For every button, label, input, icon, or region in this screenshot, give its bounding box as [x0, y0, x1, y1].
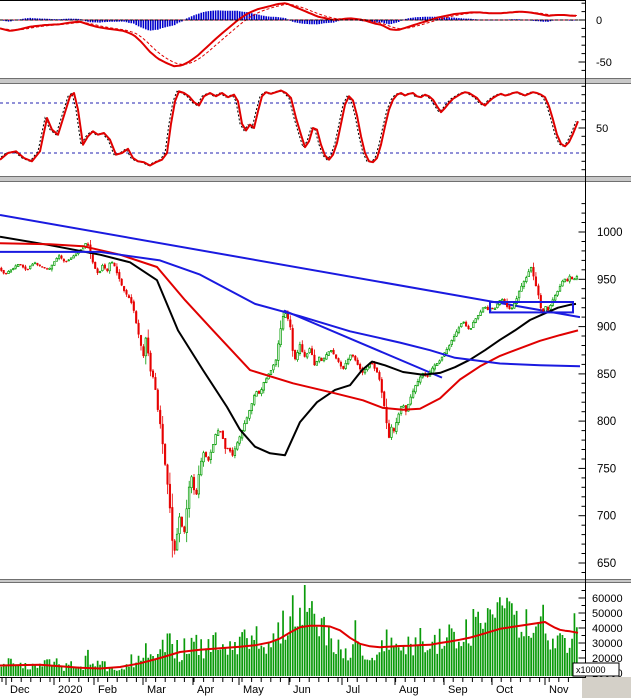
stoch-signal-dashed — [0, 89, 577, 167]
svg-text:30000: 30000 — [592, 638, 623, 650]
svg-text:50: 50 — [596, 123, 608, 135]
volume-ma-line — [0, 621, 579, 670]
x-axis: Dec 2020 Feb Mar Apr May Jun Jul Aug Sep Oct Nov — [0, 677, 631, 698]
unit-box — [572, 662, 620, 677]
consolidation-box — [489, 301, 574, 314]
svg-text:1000: 1000 — [597, 227, 623, 239]
svg-text:0: 0 — [596, 15, 602, 27]
trendline-resistance-long — [0, 213, 580, 319]
stoch-line — [0, 89, 579, 167]
svg-text:Jul: Jul — [346, 684, 360, 696]
volume-unit-box: x10000 — [572, 662, 620, 677]
svg-text:20000: 20000 — [592, 653, 623, 665]
candle-bodies-down — [0, 243, 574, 551]
ma-red — [0, 242, 579, 411]
ma-black — [0, 235, 577, 457]
svg-text:650: 650 — [597, 558, 616, 570]
svg-text:Jun: Jun — [293, 684, 311, 696]
svg-text:Aug: Aug — [399, 684, 419, 696]
panel-separators — [0, 78, 631, 583]
svg-text:Dec: Dec — [10, 684, 30, 696]
svg-text:950: 950 — [597, 274, 616, 286]
svg-text:50000: 50000 — [592, 608, 623, 620]
svg-text:750: 750 — [597, 463, 616, 475]
svg-text:700: 700 — [597, 511, 616, 523]
svg-text:Sep: Sep — [448, 684, 468, 696]
trendline-resistance-steep — [283, 309, 443, 379]
svg-text:-50: -50 — [596, 57, 612, 69]
svg-text:40000: 40000 — [592, 623, 623, 635]
svg-text:Apr: Apr — [197, 684, 214, 696]
svg-text:Oct: Oct — [496, 684, 513, 696]
volume-panel — [0, 585, 579, 676]
svg-text:850: 850 — [597, 369, 616, 381]
ma-blue — [0, 250, 580, 368]
price-panel — [0, 213, 580, 558]
svg-text:Mar: Mar — [147, 684, 166, 696]
svg-text:60000: 60000 — [592, 593, 623, 605]
svg-text:Feb: Feb — [98, 684, 117, 696]
macd-line — [0, 2, 576, 68]
stochastic-panel — [0, 89, 580, 167]
svg-text:800: 800 — [597, 416, 616, 428]
svg-text:x10000: x10000 — [576, 665, 606, 675]
svg-text:900: 900 — [597, 322, 616, 334]
svg-text:May: May — [243, 684, 264, 696]
svg-text:Nov: Nov — [549, 684, 569, 696]
candle-bodies-up — [7, 243, 579, 551]
svg-text:2020: 2020 — [58, 684, 82, 696]
